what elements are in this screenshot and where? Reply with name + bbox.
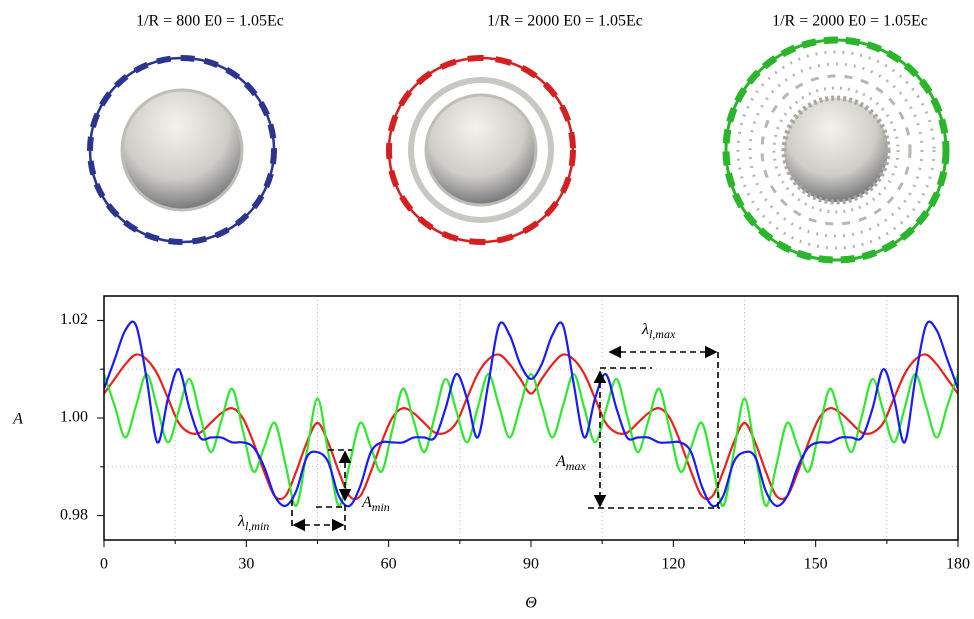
annotation-subscript: max — [566, 459, 587, 473]
x-axis-label: Θ — [525, 595, 537, 612]
plot-frame — [103, 295, 959, 541]
annotation: Amax — [555, 453, 586, 473]
annotation-subscript: min — [372, 500, 390, 514]
panel-image — [386, 55, 576, 245]
y-axis-label: A — [12, 411, 23, 428]
panel-image — [722, 36, 950, 264]
annotation-symbol: A — [361, 494, 372, 511]
annotation: λl,max — [641, 321, 676, 341]
annotation-symbol: λ — [237, 513, 245, 530]
annotation-subscript: l,min — [245, 519, 269, 533]
panel-title: 1/R = 2000 E0 = 1.05Ec — [487, 13, 643, 30]
annotation-symbol: λ — [641, 321, 649, 338]
series-line — [104, 372, 958, 507]
panel-title: 1/R = 800 E0 = 1.05Ec — [136, 13, 284, 30]
annotation-subscript: l,max — [649, 327, 676, 341]
x-tick-label: 90 — [523, 556, 539, 573]
annotation: λl,min — [237, 513, 269, 533]
y-tick-label: 1.00 — [60, 409, 88, 426]
x-tick-label: 0 — [100, 556, 108, 573]
y-tick-label: 1.02 — [60, 311, 88, 328]
x-tick-label: 120 — [661, 556, 685, 573]
series-line — [104, 320, 958, 508]
panel-image — [87, 55, 277, 245]
annotation-symbol: A — [555, 453, 566, 470]
panel-title: 1/R = 2000 E0 = 1.05Ec — [772, 13, 928, 30]
x-tick-label: 180 — [946, 556, 970, 573]
series-line — [104, 353, 958, 501]
x-tick-label: 60 — [381, 556, 397, 573]
x-tick-label: 30 — [238, 556, 254, 573]
annotation: Amin — [361, 494, 390, 514]
x-tick-label: 150 — [804, 556, 828, 573]
y-tick-label: 0.98 — [60, 506, 88, 523]
